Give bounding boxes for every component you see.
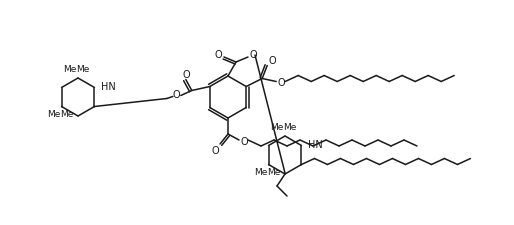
Text: O: O (182, 69, 190, 79)
Text: Me: Me (270, 122, 284, 131)
Text: HN: HN (101, 81, 116, 91)
Text: Me: Me (60, 110, 73, 119)
Text: Me: Me (76, 64, 89, 73)
Text: Me: Me (283, 122, 297, 131)
Text: O: O (268, 56, 276, 66)
Text: Me: Me (63, 64, 77, 73)
Text: Me: Me (254, 167, 267, 176)
Text: O: O (240, 136, 248, 146)
Text: Me: Me (267, 167, 280, 176)
Text: O: O (249, 50, 257, 60)
Text: O: O (172, 90, 179, 100)
Text: HN: HN (308, 139, 323, 149)
Text: O: O (214, 50, 222, 60)
Text: Me: Me (47, 110, 60, 119)
Text: O: O (278, 77, 285, 87)
Text: O: O (211, 145, 219, 155)
